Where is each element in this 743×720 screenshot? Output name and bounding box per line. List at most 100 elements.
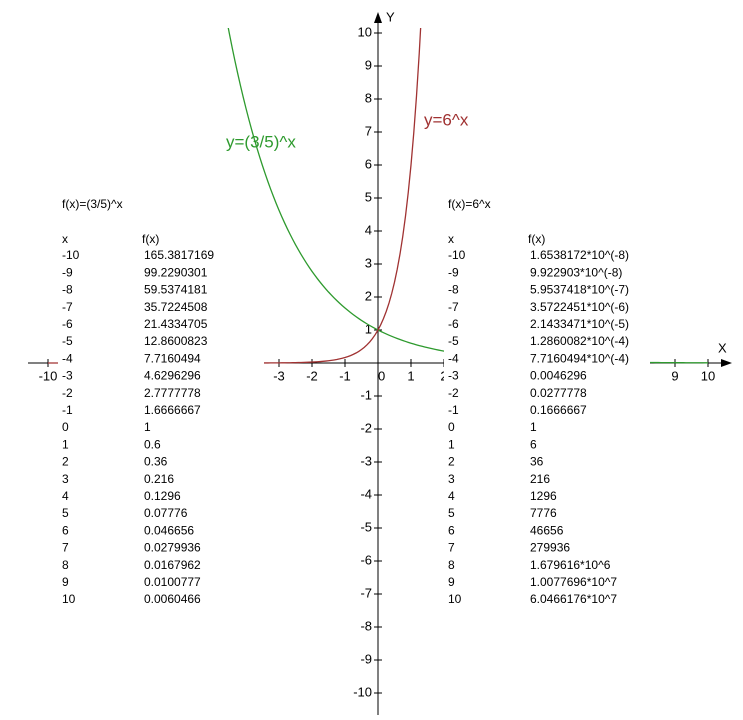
table-cell: 6.0466176*10^7 bbox=[530, 592, 617, 606]
x-tick-label: -2 bbox=[306, 368, 318, 383]
table-cell: 165.3817169 bbox=[144, 248, 214, 262]
y-tick-label: -7 bbox=[360, 585, 372, 600]
table-cell: -7 bbox=[62, 300, 73, 314]
table-cell: 0 bbox=[448, 420, 455, 434]
table-header: x bbox=[62, 232, 68, 246]
table-cell: -10 bbox=[62, 248, 80, 262]
table-cell: -4 bbox=[62, 351, 73, 365]
table-cell: 5.9537418*10^(-7) bbox=[530, 283, 629, 297]
table-cell: 36 bbox=[530, 455, 544, 469]
table-cell: 46656 bbox=[530, 523, 564, 537]
table-title: f(x)=6^x bbox=[448, 197, 491, 211]
table-cell: 0.0060466 bbox=[144, 592, 201, 606]
table-cell: 2.7777778 bbox=[144, 386, 201, 400]
table-background bbox=[444, 196, 650, 610]
table-cell: 6 bbox=[62, 523, 69, 537]
table-background bbox=[58, 196, 264, 610]
table-cell: 2 bbox=[448, 455, 455, 469]
table-cell: 3 bbox=[62, 472, 69, 486]
y-tick-label: -5 bbox=[360, 519, 372, 534]
y-tick-label: 3 bbox=[365, 255, 372, 270]
x-tick-label: 10 bbox=[701, 368, 715, 383]
table-cell: 1.0077696*10^7 bbox=[530, 575, 617, 589]
table-cell: 0.07776 bbox=[144, 506, 188, 520]
table-cell: -5 bbox=[448, 334, 459, 348]
table-cell: 7.7160494 bbox=[144, 351, 201, 365]
table-title: f(x)=(3/5)^x bbox=[62, 197, 123, 211]
table-cell: 12.8600823 bbox=[144, 334, 208, 348]
y-tick-label: 7 bbox=[365, 123, 372, 138]
table-cell: 9 bbox=[62, 575, 69, 589]
x-tick-label: -1 bbox=[339, 368, 351, 383]
y-tick-label: 4 bbox=[365, 222, 372, 237]
table-cell: 1296 bbox=[530, 489, 557, 503]
table-cell: 6 bbox=[448, 523, 455, 537]
table-cell: -2 bbox=[62, 386, 73, 400]
table-cell: -6 bbox=[62, 317, 73, 331]
y-tick-label: -1 bbox=[360, 387, 372, 402]
table-cell: 9 bbox=[448, 575, 455, 589]
table-cell: 0.36 bbox=[144, 455, 168, 469]
table-cell: 99.2290301 bbox=[144, 265, 208, 279]
table-cell: 8 bbox=[448, 558, 455, 572]
table-cell: 1 bbox=[144, 420, 151, 434]
table-cell: 2.1433471*10^(-5) bbox=[530, 317, 629, 331]
table-cell: 1.6538172*10^(-8) bbox=[530, 248, 629, 262]
table-cell: 10 bbox=[448, 592, 462, 606]
x-tick-label: 0 bbox=[378, 368, 385, 383]
table-cell: 1 bbox=[530, 420, 537, 434]
table-cell: -5 bbox=[62, 334, 73, 348]
y-tick-label: -10 bbox=[353, 684, 372, 699]
table-cell: 4 bbox=[448, 489, 455, 503]
table-cell: -6 bbox=[448, 317, 459, 331]
y-tick-label: 1 bbox=[365, 321, 372, 336]
table-cell: 216 bbox=[530, 472, 550, 486]
table-cell: -1 bbox=[62, 403, 73, 417]
curve-label: y=(3/5)^x bbox=[226, 132, 296, 151]
x-tick-label: -3 bbox=[273, 368, 285, 383]
table-cell: -10 bbox=[448, 248, 466, 262]
curve-label: y=6^x bbox=[424, 110, 469, 129]
table-cell: -9 bbox=[448, 265, 459, 279]
table-cell: 59.5374181 bbox=[144, 283, 208, 297]
x-tick-label: 1 bbox=[407, 368, 414, 383]
table-cell: 279936 bbox=[530, 541, 570, 555]
table-cell: 0.1296 bbox=[144, 489, 181, 503]
table-cell: -8 bbox=[62, 283, 73, 297]
table-cell: 9.922903*10^(-8) bbox=[530, 265, 622, 279]
table-cell: 0.6 bbox=[144, 437, 161, 451]
y-tick-label: -2 bbox=[360, 420, 372, 435]
table-cell: -3 bbox=[62, 369, 73, 383]
table-cell: 1.2860082*10^(-4) bbox=[530, 334, 629, 348]
y-tick-label: 10 bbox=[358, 24, 372, 39]
table-cell: -3 bbox=[448, 369, 459, 383]
y-axis-arrow bbox=[374, 12, 382, 23]
table-cell: 7 bbox=[448, 541, 455, 555]
table-cell: 0.0167962 bbox=[144, 558, 201, 572]
table-cell: 0.0046296 bbox=[530, 369, 587, 383]
table-header: f(x) bbox=[142, 232, 159, 246]
table-cell: 1.679616*10^6 bbox=[530, 558, 611, 572]
table-cell: -1 bbox=[448, 403, 459, 417]
table-cell: -4 bbox=[448, 351, 459, 365]
table-cell: 0 bbox=[62, 420, 69, 434]
table-cell: 5 bbox=[448, 506, 455, 520]
table-cell: 0.216 bbox=[144, 472, 174, 486]
table-cell: 0.1666667 bbox=[530, 403, 587, 417]
y-tick-label: -8 bbox=[360, 618, 372, 633]
table-header: f(x) bbox=[528, 232, 545, 246]
table-cell: 10 bbox=[62, 592, 76, 606]
y-tick-label: 8 bbox=[365, 90, 372, 105]
table-cell: 0.0100777 bbox=[144, 575, 201, 589]
table-cell: 7776 bbox=[530, 506, 557, 520]
table-cell: 21.4334705 bbox=[144, 317, 208, 331]
table-cell: 4 bbox=[62, 489, 69, 503]
y-tick-label: -4 bbox=[360, 486, 372, 501]
table-cell: 1.6666667 bbox=[144, 403, 201, 417]
y-tick-label: -6 bbox=[360, 552, 372, 567]
table-cell: 4.6296296 bbox=[144, 369, 201, 383]
table-cell: 7 bbox=[62, 541, 69, 555]
x-axis-label: X bbox=[718, 340, 727, 355]
y-tick-label: 9 bbox=[365, 57, 372, 72]
